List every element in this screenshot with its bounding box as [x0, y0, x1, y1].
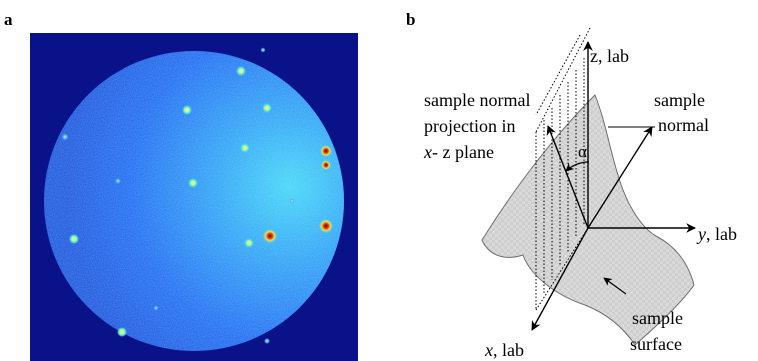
- z-axis-label: z, lab: [590, 46, 629, 66]
- x-axis-symbol: x: [484, 340, 493, 360]
- diffraction-spot: [320, 145, 332, 157]
- diffraction-spot: [264, 338, 270, 344]
- sample-surface-line1: sample: [632, 308, 683, 328]
- diffraction-spot: [188, 178, 198, 188]
- diffraction-spot: [117, 327, 127, 337]
- sample-surface-line2: surface: [630, 334, 682, 354]
- alpha-label: α: [578, 142, 587, 161]
- sample-normal-label: sample normal: [654, 90, 710, 135]
- panel-b-label: b: [406, 10, 416, 29]
- projection-line1: sample normal: [424, 90, 530, 110]
- surface-pointer-arrow: [603, 277, 627, 295]
- diffraction-spot: [244, 238, 254, 248]
- diffraction-spot: [319, 219, 333, 233]
- x-axis: [531, 227, 589, 331]
- diffraction-spot: [321, 160, 331, 170]
- diffraction-spot: [260, 47, 266, 53]
- sample-surface-label: sample surface: [630, 308, 688, 354]
- projection-line2: projection in: [424, 116, 515, 136]
- sample-normal-arrow: [587, 126, 653, 229]
- diffraction-spot: [69, 234, 79, 244]
- alpha-arc: [565, 161, 590, 172]
- y-axis-label: y, lab: [696, 224, 737, 244]
- projection-label: sample normal projection in x- z plane: [423, 90, 535, 162]
- y-axis-symbol: y: [696, 224, 706, 244]
- sample-normal-line2: normal: [658, 115, 709, 135]
- diffraction-spot: [153, 305, 159, 311]
- sample-normal-line1: sample: [654, 90, 705, 110]
- projection-line3-rest: - z plane: [432, 142, 494, 162]
- diffraction-pattern-image: [30, 33, 358, 361]
- diffraction-spot: [115, 178, 121, 184]
- diffraction-spot: [240, 143, 250, 153]
- diffraction-spot: [182, 105, 192, 115]
- panel-a-label: a: [4, 10, 13, 29]
- x-axis-suffix: , lab: [493, 340, 524, 360]
- diffraction-spot: [61, 133, 69, 141]
- x-axis-label: x, lab: [484, 340, 524, 360]
- diffraction-spot: [289, 198, 295, 204]
- projection-line3-symbol: x: [423, 142, 432, 162]
- geometry-diagram: z, lab y, lab x, lab α sample normal sam…: [423, 27, 737, 360]
- diffraction-spots: [61, 47, 333, 344]
- diffraction-spot: [236, 66, 246, 76]
- projection-arrow: [546, 125, 589, 229]
- diffraction-spot: [263, 229, 277, 243]
- y-axis-suffix: , lab: [706, 224, 737, 244]
- diffraction-spot: [262, 103, 272, 113]
